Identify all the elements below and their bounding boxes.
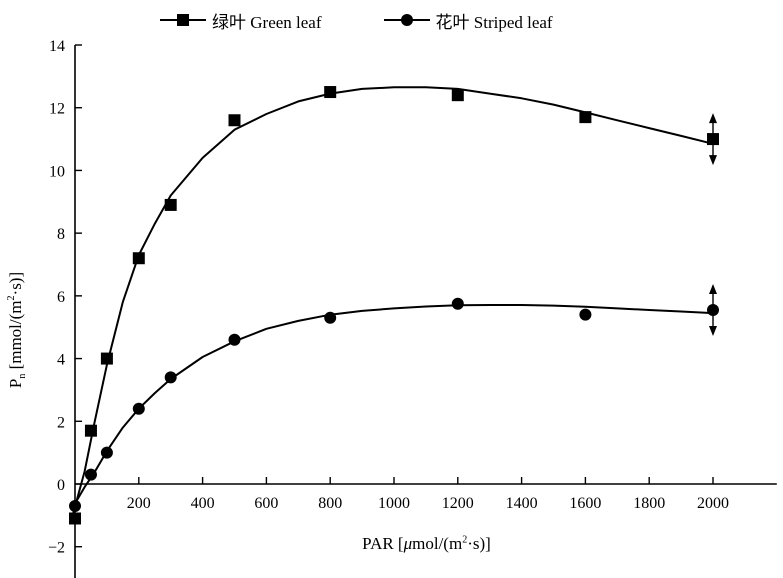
x-tick-label: 1200 [442, 495, 474, 512]
data-point-striped-leaf [132, 402, 145, 415]
error-bar-arrow-down [709, 155, 717, 166]
data-point-striped-leaf [579, 308, 592, 321]
data-point-green-leaf [100, 352, 113, 365]
series-curve-green-leaf [70, 86, 714, 519]
x-tick-label: 2000 [697, 495, 729, 512]
y-tick-label: 12 [49, 101, 65, 118]
x-axis-label: PAR [μmol/(m2·s)] [0, 534, 783, 554]
data-point-striped-leaf [69, 499, 81, 512]
x-tick-label: 400 [191, 495, 215, 512]
legend-item-green-leaf: 绿叶 Green leaf [160, 8, 322, 33]
y-tick-label: 2 [57, 414, 65, 431]
x-tick-label: 1800 [633, 495, 665, 512]
data-point-striped-leaf [100, 446, 113, 459]
data-point-green-leaf [84, 424, 97, 437]
y-axis-label-subscript: n [17, 373, 29, 379]
data-point-green-leaf [228, 114, 241, 127]
data-point-striped-leaf [84, 468, 97, 481]
y-axis-label-unit: [mmol/(m [5, 300, 25, 374]
x-tick-label: 1400 [506, 495, 538, 512]
y-axis-label-unit-end: ·s)] [5, 271, 25, 296]
y-tick-label: 4 [57, 352, 65, 369]
y-axis-label-symbol: P [5, 378, 25, 389]
data-point-green-leaf [164, 198, 177, 211]
y-tick-label: 14 [49, 38, 65, 55]
x-tick-label: 800 [318, 495, 342, 512]
series-curve-striped-leaf [70, 304, 714, 510]
error-bar-arrow-up [709, 113, 717, 124]
x-axis-label-unit-end: ·s)] [467, 534, 491, 553]
x-tick-label: 1600 [569, 495, 601, 512]
legend-label-striped-leaf: 花叶 Striped leaf [435, 12, 553, 32]
error-bar-arrow-up [709, 283, 717, 294]
legend: 绿叶 Green leaf 花叶 Striped leaf [160, 6, 615, 34]
x-axis-label-text: PAR [ [362, 534, 404, 553]
x-tick-label: 200 [127, 495, 151, 512]
circle-marker-icon [383, 14, 430, 26]
error-bar-arrow-down [709, 325, 717, 336]
y-tick-label: 0 [57, 477, 65, 494]
data-point-striped-leaf [164, 371, 177, 384]
y-tick-label: 10 [49, 163, 65, 180]
data-point-striped-leaf [228, 333, 241, 346]
data-point-striped-leaf [451, 297, 464, 310]
x-tick-label: 600 [254, 495, 278, 512]
legend-label-green-leaf: 绿叶 Green leaf [212, 12, 322, 32]
y-tick-label: 6 [57, 289, 65, 306]
x-axis-label-superscript: 2 [462, 534, 468, 546]
y-axis-label-superscript: 2 [6, 295, 18, 301]
data-point-green-leaf [451, 89, 464, 102]
data-point-striped-leaf [324, 311, 337, 324]
x-axis-label-mu: μ [403, 534, 413, 553]
data-point-green-leaf [132, 252, 145, 265]
data-point-green-leaf [579, 111, 592, 124]
y-tick-label: −2 [48, 540, 65, 557]
y-tick-label: 8 [57, 226, 65, 243]
x-axis-label-unit: mol/(m [412, 534, 463, 553]
square-marker-icon [160, 14, 206, 26]
data-point-green-leaf [69, 512, 81, 525]
data-point-green-leaf [324, 86, 337, 99]
y-axis-label: Pn [mmol/(m2·s)] [6, 250, 28, 410]
x-tick-label: 1000 [378, 495, 410, 512]
legend-item-striped-leaf: 花叶 Striped leaf [383, 8, 553, 33]
